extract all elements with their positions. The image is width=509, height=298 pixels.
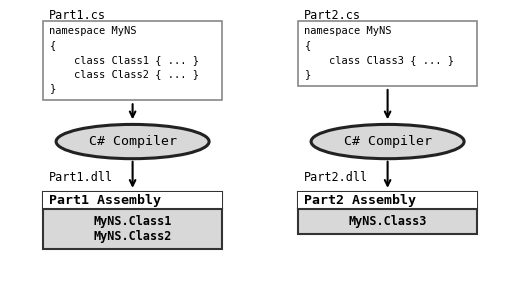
Text: C# Compiler: C# Compiler xyxy=(89,135,176,148)
Text: class Class2 { ... }: class Class2 { ... } xyxy=(49,69,199,79)
Text: Part1.dll: Part1.dll xyxy=(48,171,112,184)
Text: Part2.cs: Part2.cs xyxy=(303,9,360,22)
Text: MyNS.Class2: MyNS.Class2 xyxy=(93,230,172,243)
Text: }: } xyxy=(304,69,310,79)
Text: MyNS.Class1: MyNS.Class1 xyxy=(93,215,172,228)
FancyBboxPatch shape xyxy=(43,21,221,100)
Text: {: { xyxy=(304,41,310,51)
Text: Part1.cs: Part1.cs xyxy=(48,9,105,22)
Text: {: { xyxy=(49,41,55,51)
Text: namespace MyNS: namespace MyNS xyxy=(49,26,137,36)
Text: C# Compiler: C# Compiler xyxy=(343,135,431,148)
Text: Part1 Assembly: Part1 Assembly xyxy=(49,194,161,207)
FancyBboxPatch shape xyxy=(298,192,476,234)
Text: Part2.dll: Part2.dll xyxy=(303,171,367,184)
Text: namespace MyNS: namespace MyNS xyxy=(304,26,391,36)
FancyBboxPatch shape xyxy=(43,192,221,249)
FancyBboxPatch shape xyxy=(298,21,476,86)
Ellipse shape xyxy=(56,125,209,159)
FancyBboxPatch shape xyxy=(298,192,476,209)
Ellipse shape xyxy=(310,125,463,159)
Text: }: } xyxy=(49,83,55,94)
Text: class Class3 { ... }: class Class3 { ... } xyxy=(304,55,454,65)
Text: MyNS.Class3: MyNS.Class3 xyxy=(348,215,426,228)
Text: Part2 Assembly: Part2 Assembly xyxy=(304,194,416,207)
FancyBboxPatch shape xyxy=(43,192,221,209)
Text: class Class1 { ... }: class Class1 { ... } xyxy=(49,55,199,65)
